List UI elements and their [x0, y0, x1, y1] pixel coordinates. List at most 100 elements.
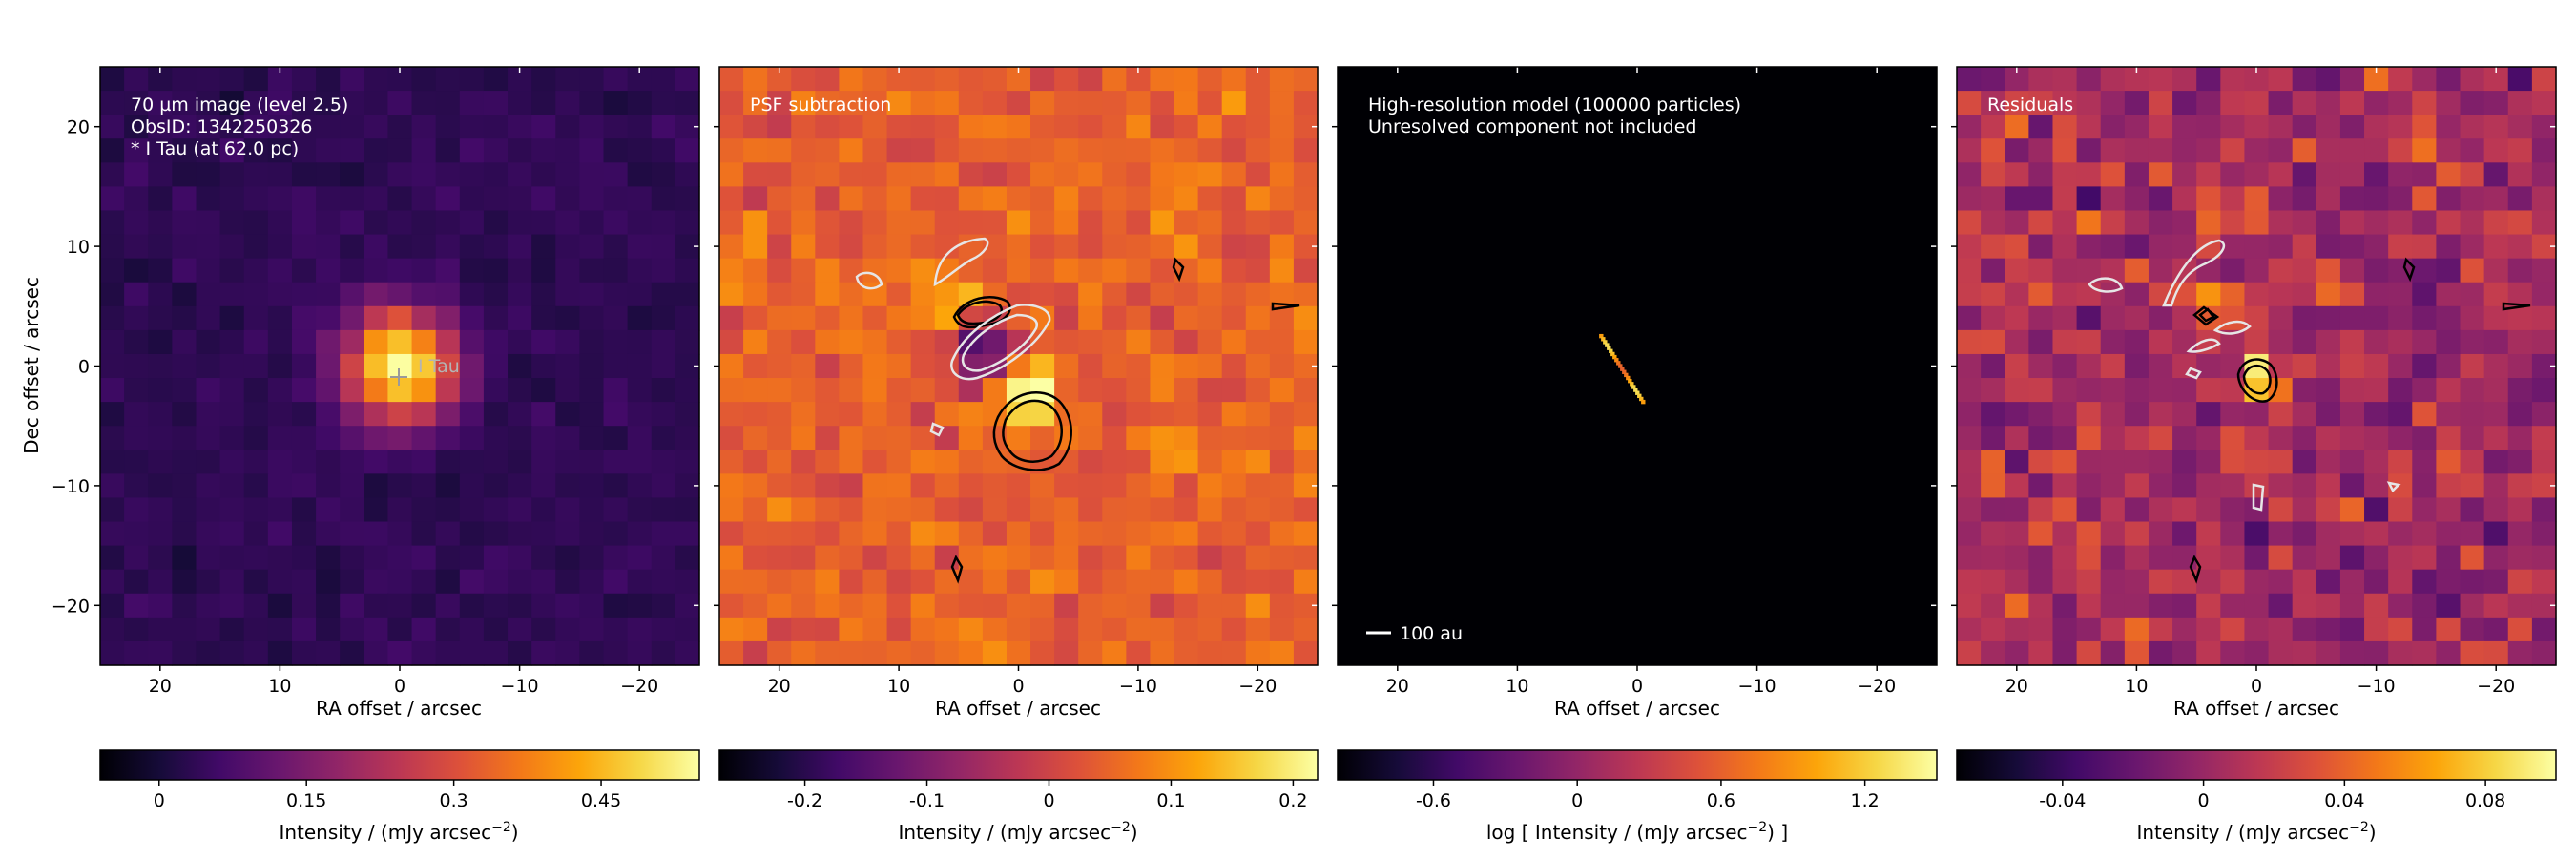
heatmap-cell — [910, 138, 936, 163]
heatmap-cell — [719, 426, 744, 450]
heatmap-cell — [2460, 617, 2485, 642]
heatmap-cell — [886, 545, 912, 571]
heatmap-cell — [2339, 162, 2365, 187]
heatmap-cell — [1150, 67, 1175, 92]
heatmap-cell — [1078, 497, 1103, 523]
heatmap-cell — [435, 569, 461, 595]
heatmap-cell — [531, 138, 556, 163]
heatmap-cell — [411, 450, 437, 474]
heatmap-cell — [2460, 67, 2485, 92]
heatmap-cell — [459, 593, 485, 618]
heatmap-cell — [719, 378, 744, 403]
heatmap-cell — [340, 426, 364, 450]
heatmap-cell — [124, 282, 149, 307]
heatmap-cell — [603, 450, 629, 474]
heatmap-cell — [2100, 426, 2126, 450]
heatmap-cell — [1293, 305, 1319, 331]
heatmap-cell — [910, 497, 936, 523]
heatmap-cell — [627, 138, 653, 163]
heatmap-cell — [2436, 497, 2462, 523]
heatmap-cell — [1293, 162, 1319, 187]
heatmap-cell — [1269, 402, 1295, 427]
heatmap-cell — [100, 162, 125, 187]
panel-3-background — [1338, 67, 1937, 665]
heatmap-cell — [743, 569, 768, 595]
heatmap-cell — [2028, 67, 2054, 92]
heatmap-cell — [1269, 497, 1295, 523]
heatmap-cell — [2005, 210, 2029, 236]
heatmap-cell — [2124, 234, 2150, 260]
heatmap-cell — [675, 426, 700, 450]
heatmap-cell — [743, 305, 768, 331]
heatmap-cell — [340, 234, 364, 260]
heatmap-cell — [387, 450, 413, 474]
heatmap-cell — [2052, 497, 2078, 523]
heatmap-cell — [2339, 402, 2365, 427]
heatmap-cell — [1126, 378, 1152, 403]
heatmap-cell — [910, 282, 936, 307]
model-disk-particle — [1618, 364, 1623, 368]
model-disk-particle — [1641, 399, 1646, 405]
heatmap-cell — [2339, 497, 2365, 523]
heatmap-cell — [459, 521, 485, 547]
heatmap-cell — [2388, 593, 2413, 618]
heatmap-cell — [243, 545, 269, 571]
heatmap-cell — [555, 282, 580, 307]
heatmap-cell — [1174, 545, 1199, 571]
heatmap-cell — [196, 282, 221, 307]
heatmap-cell — [508, 593, 532, 618]
heatmap-cell — [886, 569, 912, 595]
heatmap-cell — [2124, 378, 2150, 403]
heatmap-cell — [364, 329, 389, 355]
heatmap-cell — [1078, 186, 1103, 212]
heatmap-cell — [579, 186, 605, 212]
heatmap-cell — [2148, 378, 2173, 403]
heatmap-cell — [815, 640, 840, 666]
heatmap-cell — [791, 402, 816, 427]
heatmap-cell — [2364, 473, 2389, 499]
heatmap-cell — [2124, 402, 2150, 427]
panel-2-text-line-1: PSF subtraction — [750, 94, 891, 115]
heatmap-cell — [1293, 210, 1319, 236]
heatmap-cell — [2292, 67, 2317, 92]
heatmap-cell — [364, 353, 389, 379]
heatmap-cell — [603, 234, 629, 260]
heatmap-cell — [2172, 617, 2197, 642]
heatmap-cell — [627, 258, 653, 283]
heatmap-cell — [1269, 353, 1295, 379]
heatmap-cell — [2388, 569, 2413, 595]
heatmap-cell — [627, 305, 653, 331]
model-disk-particle — [1603, 340, 1608, 345]
heatmap-cell — [364, 426, 389, 450]
heatmap-cell — [2028, 258, 2054, 283]
heatmap-cell — [1102, 378, 1127, 403]
heatmap-cell — [2460, 521, 2485, 547]
heatmap-cell — [1102, 67, 1127, 92]
heatmap-cell — [555, 545, 580, 571]
heatmap-cell — [2412, 282, 2437, 307]
heatmap-cell — [2507, 521, 2533, 547]
heatmap-cell — [1293, 186, 1319, 212]
heatmap-cell — [243, 569, 269, 595]
heatmap-cell — [1030, 640, 1055, 666]
x-tick-label: 10 — [2125, 676, 2148, 697]
heatmap-cell — [934, 91, 960, 115]
heatmap-cell — [2388, 473, 2413, 499]
heatmap-cell — [2364, 91, 2389, 115]
panel-2-frame — [718, 66, 1319, 666]
heatmap-cell — [675, 258, 700, 283]
heatmap-cell — [291, 378, 317, 403]
heatmap-cell — [579, 617, 605, 642]
heatmap-cell — [340, 186, 364, 212]
heatmap-cell — [387, 210, 413, 236]
heatmap-cell — [603, 640, 629, 666]
heatmap-cell — [815, 545, 840, 571]
heatmap-cell — [886, 640, 912, 666]
heatmap-cell — [2412, 329, 2437, 355]
heatmap-cell — [1245, 521, 1271, 547]
heatmap-cell — [2100, 91, 2126, 115]
heatmap-cell — [719, 138, 744, 163]
heatmap-cell — [910, 521, 936, 547]
heatmap-cell — [651, 305, 676, 331]
